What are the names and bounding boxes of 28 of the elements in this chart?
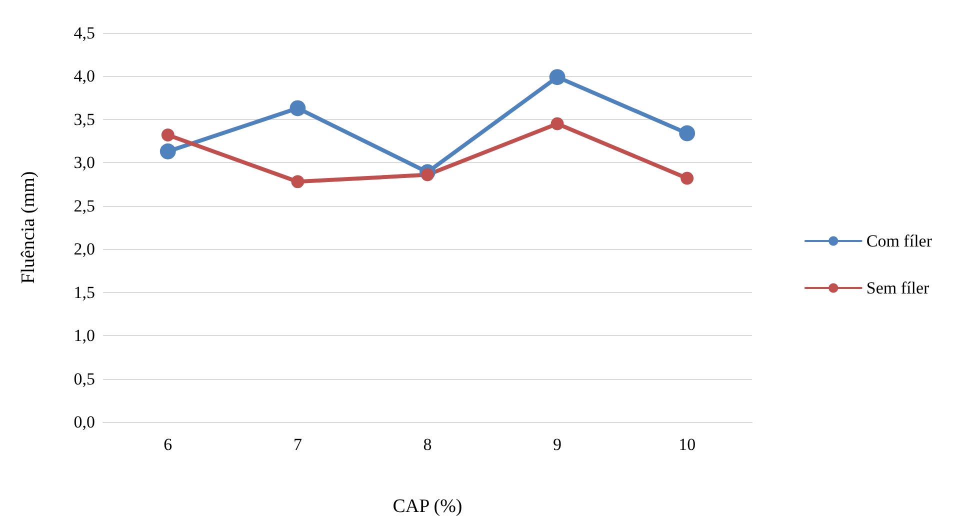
x-tick-label: 10 [678,435,696,454]
point [680,172,694,185]
x-tick-label: 6 [164,435,172,454]
x-axis-title: CAP (%) [392,496,462,517]
point [290,100,306,116]
y-tick-label: 1,5 [74,282,95,302]
point [291,175,304,188]
y-tick-label: 1,0 [74,326,95,346]
y-tick-label: 0,0 [74,412,95,432]
y-tick-label: 3,0 [74,153,95,172]
y-axis-title: Fluência (mm) [18,171,39,284]
x-tick-label: 7 [293,435,302,454]
legend-label: Sem fíler [866,278,930,298]
legend-label: Com fíler [866,232,932,250]
y-tick-label: 2,0 [74,240,95,259]
x-tick-label: 9 [553,435,562,454]
point [161,128,174,142]
y-tick-label: 3,5 [74,110,95,129]
x-tick-label: 8 [423,435,432,454]
point [550,117,564,130]
y-tick-label: 4,5 [74,24,95,42]
point [160,143,176,160]
point [549,69,566,86]
point [421,168,434,182]
point [679,125,696,142]
y-tick-label: 2,5 [74,196,95,216]
y-tick-label: 0,5 [74,369,95,388]
y-tick-label: 4,0 [74,66,95,86]
